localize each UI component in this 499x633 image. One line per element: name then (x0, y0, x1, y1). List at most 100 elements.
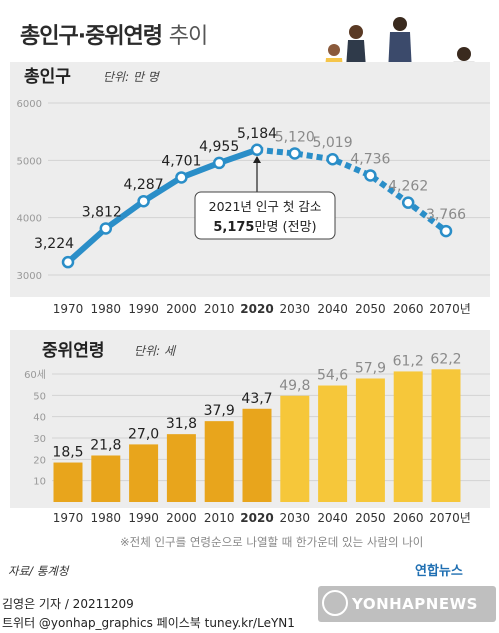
line-data-label: 4,701 (161, 153, 201, 169)
bar-x-tick-label: 2050 (355, 511, 386, 525)
bar-data-label: 43,7 (241, 391, 272, 407)
bar-data-label: 57,9 (355, 360, 386, 376)
line-point (61, 255, 75, 269)
line-x-tick-label: 2030 (280, 302, 311, 316)
yna-logo: 연합뉴스 (415, 560, 463, 579)
bar (166, 434, 196, 502)
bar-x-tick-label: 2030 (280, 511, 311, 525)
line-data-label: 5,184 (237, 126, 277, 142)
bar-y-tick-label: 10 (33, 477, 46, 488)
bar-chart-unit: 단위: 세 (134, 344, 177, 358)
line-data-label: 3,766 (426, 207, 466, 223)
line-x-tick-label: 2060 (393, 302, 424, 316)
bar-y-tick-label: 30 (33, 434, 46, 445)
line-chart-unit: 단위: 만 명 (103, 70, 161, 84)
line-x-tick-label: 2050 (355, 302, 386, 316)
line-panel-bg (10, 62, 490, 297)
line-series-projected (256, 146, 448, 234)
line-x-tick-label: 1970 (53, 302, 84, 316)
annotation-arrow-head (253, 156, 261, 163)
annotation-box (194, 191, 336, 240)
footnote: ※전체 인구를 연령순으로 나열할 때 한가운데 있는 사람의 나이 (120, 535, 424, 549)
line-x-tick-label: 2040 (317, 302, 348, 316)
line-data-label: 5,019 (313, 135, 353, 151)
yonhap-watermark: YONHAPNEWS (318, 586, 496, 622)
annotation-value: 5,175 (213, 220, 254, 235)
line-y-tick-label: 6000 (17, 99, 42, 110)
line-point (212, 156, 226, 170)
bar-data-label: 27,0 (128, 426, 159, 442)
line-x-tick-label: 1980 (91, 302, 122, 316)
bar (280, 395, 310, 502)
line-data-label: 4,287 (124, 177, 164, 193)
page-title: 총인구·중위연령 추이 (20, 18, 208, 50)
line-data-label: 4,262 (388, 179, 428, 195)
bar-y-tick-label: 50 (33, 391, 46, 402)
bar-x-tick-label: 2070년 (429, 511, 471, 525)
line-point (175, 171, 188, 184)
line-chart-title: 총인구 (24, 67, 71, 87)
line-x-tick-label: 2070년 (429, 302, 471, 316)
population-line-chart: 총인구 단위: 만 명 3000 4000 5000 6000 3,224 3,8124,28… (10, 62, 490, 316)
bar (355, 378, 385, 502)
bar (318, 385, 348, 502)
annotation-line1: 2021년 인구 첫 감소 (209, 199, 322, 214)
line-point (250, 143, 264, 157)
bar (393, 371, 423, 502)
title-main: 총인구·중위연령 (20, 24, 163, 49)
bar (204, 421, 234, 502)
line-data-label: 5,120 (275, 129, 315, 145)
line-data-label: 3,224 (34, 236, 74, 252)
line-data-label: 4,955 (199, 139, 239, 155)
line-x-tick-label: 2010 (204, 302, 235, 316)
line-y-tick-label: 5000 (17, 156, 42, 167)
credit-line: 김영은 기자 / 20211209 (2, 597, 134, 611)
bar-data-label: 21,8 (90, 437, 121, 453)
bar-data-label: 54,6 (317, 368, 348, 384)
line-point (364, 169, 377, 182)
annotation-unit: 만명 (254, 220, 282, 235)
bar-y-tick-label: 20 (33, 455, 46, 466)
bar-x-tick-label: 2020 (240, 511, 273, 525)
annotation-suffix: (전망) (283, 220, 317, 235)
line-y-tick-label: 4000 (17, 214, 42, 225)
bar (431, 369, 461, 502)
bar (53, 462, 83, 502)
line-point (99, 222, 113, 235)
bar-x-tick-label: 2040 (317, 511, 348, 525)
bar-data-label: 18,5 (52, 445, 83, 461)
yna-logo-text: 연합뉴스 (415, 564, 463, 579)
bar-x-tick-label: 1980 (91, 511, 122, 525)
line-y-tick-label: 3000 (17, 271, 42, 282)
bar-x-tick-label: 1970 (53, 511, 84, 525)
line-data-label: 3,812 (82, 204, 122, 220)
bar-data-label: 37,9 (204, 403, 235, 419)
bar (129, 444, 159, 502)
line-series-actual (65, 146, 260, 266)
line-point (401, 196, 415, 209)
annotation-line2: 5,175만명 (전망) (213, 220, 316, 235)
bar-data-label: 61,2 (393, 353, 424, 369)
bar-x-tick-label: 2010 (204, 511, 235, 525)
source-label: 자료/ 통계청 (8, 564, 69, 578)
yonhap-watermark-text: YONHAPNEWS (352, 595, 478, 613)
social-line: 트위터 @yonhap_graphics 페이스북 tuney.kr/LeYN1 (2, 616, 295, 630)
bar-data-label: 62,2 (430, 351, 461, 367)
title-suffix: 추이 (168, 24, 208, 49)
line-point (326, 152, 339, 166)
bar-x-tick-label: 2000 (166, 511, 197, 525)
bar-data-label: 49,8 (279, 378, 310, 394)
bar-chart-title: 중위연령 (42, 340, 105, 361)
bar-y-tick-label: 40 (33, 413, 46, 424)
bar (242, 408, 272, 502)
line-x-tick-label: 1990 (128, 302, 159, 316)
bar-data-label: 31,8 (166, 416, 197, 432)
line-point (137, 194, 150, 208)
line-point (288, 147, 302, 160)
bar (91, 455, 121, 502)
yonhap-logo-icon (322, 590, 348, 616)
bar-y-tick-label: 60세 (24, 369, 46, 381)
bar-x-tick-label: 1990 (128, 511, 159, 525)
